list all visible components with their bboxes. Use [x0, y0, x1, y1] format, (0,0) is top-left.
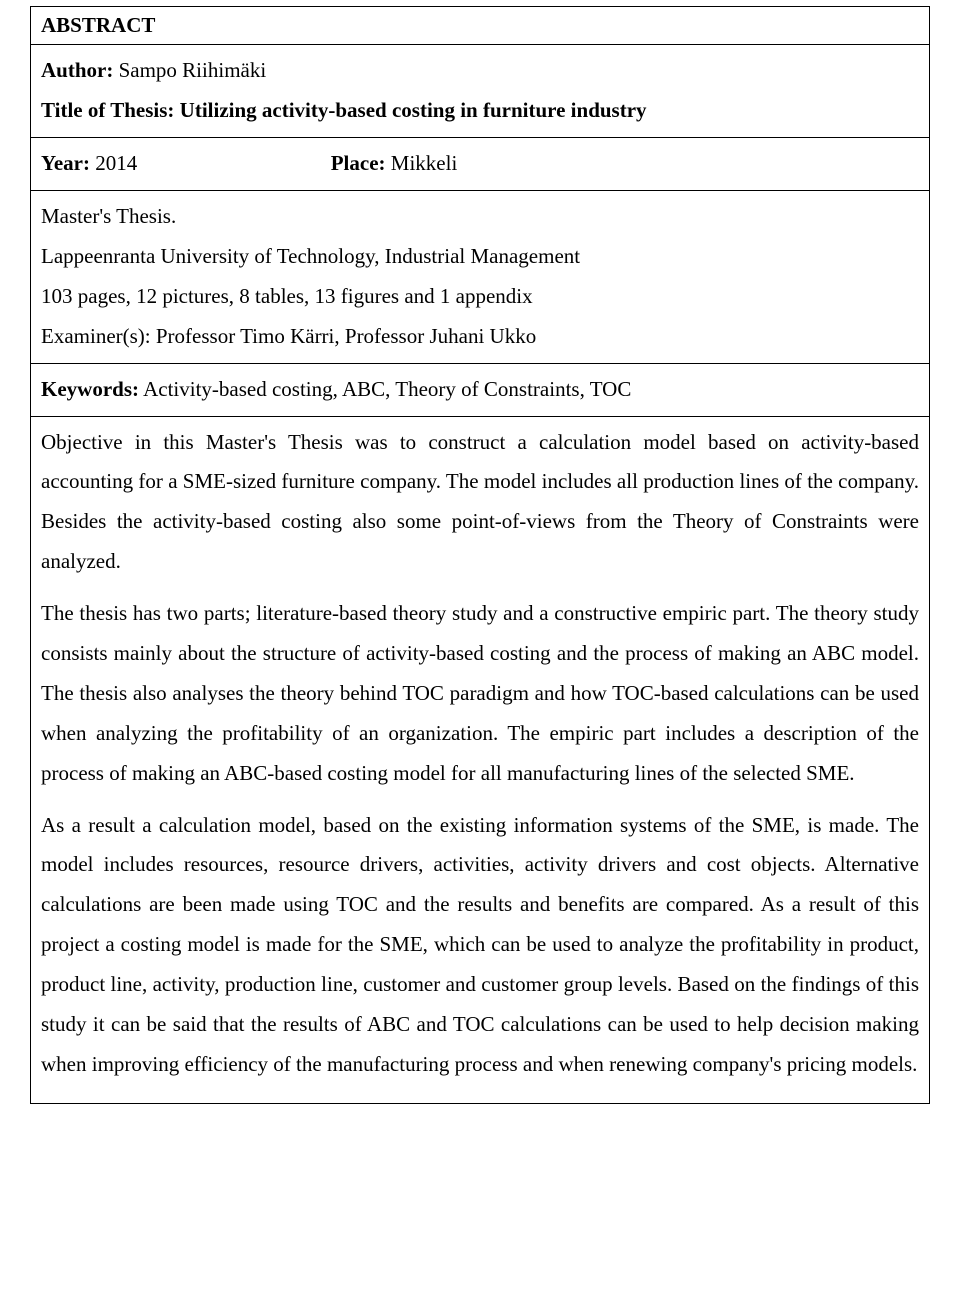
body-cell: Objective in this Master's Thesis was to… [31, 416, 930, 1103]
abstract-table: ABSTRACT Author: Sampo Riihimäki Title o… [30, 6, 930, 1104]
keywords-cell: Keywords: Activity-based costing, ABC, T… [31, 363, 930, 416]
place-block: Place: Mikkeli [331, 144, 919, 184]
author-label: Author: [41, 58, 113, 82]
place-value: Mikkeli [391, 151, 458, 175]
thesis-type: Master's Thesis. [41, 197, 919, 237]
keywords-value: Activity-based costing, ABC, Theory of C… [143, 377, 631, 401]
place-label: Place: [331, 151, 386, 175]
abstract-heading: ABSTRACT [41, 13, 155, 37]
author-value: Sampo Riihimäki [119, 58, 267, 82]
examiners: Examiner(s): Professor Timo Kärri, Profe… [41, 317, 919, 357]
extent: 103 pages, 12 pictures, 8 tables, 13 fig… [41, 277, 919, 317]
author-line: Author: Sampo Riihimäki [41, 51, 919, 91]
details-cell: Master's Thesis. Lappeenranta University… [31, 191, 930, 364]
abstract-heading-cell: ABSTRACT [31, 7, 930, 45]
year-label: Year: [41, 151, 90, 175]
year-block: Year: 2014 [41, 144, 331, 184]
year-place-row: Year: 2014 Place: Mikkeli [41, 144, 919, 184]
author-title-cell: Author: Sampo Riihimäki Title of Thesis:… [31, 45, 930, 138]
abstract-page: ABSTRACT Author: Sampo Riihimäki Title o… [0, 0, 960, 1124]
year-place-cell: Year: 2014 Place: Mikkeli [31, 138, 930, 191]
university-dept: Lappeenranta University of Technology, I… [41, 237, 919, 277]
body-paragraph-3: As a result a calculation model, based o… [41, 806, 919, 1085]
keywords-label: Keywords: [41, 377, 139, 401]
title-value: Utilizing activity-based costing in furn… [180, 98, 647, 122]
title-line: Title of Thesis: Utilizing activity-base… [41, 91, 919, 131]
title-label: Title of Thesis: [41, 98, 174, 122]
body-paragraph-1: Objective in this Master's Thesis was to… [41, 423, 919, 583]
year-value: 2014 [95, 151, 137, 175]
body-paragraph-2: The thesis has two parts; literature-bas… [41, 594, 919, 793]
